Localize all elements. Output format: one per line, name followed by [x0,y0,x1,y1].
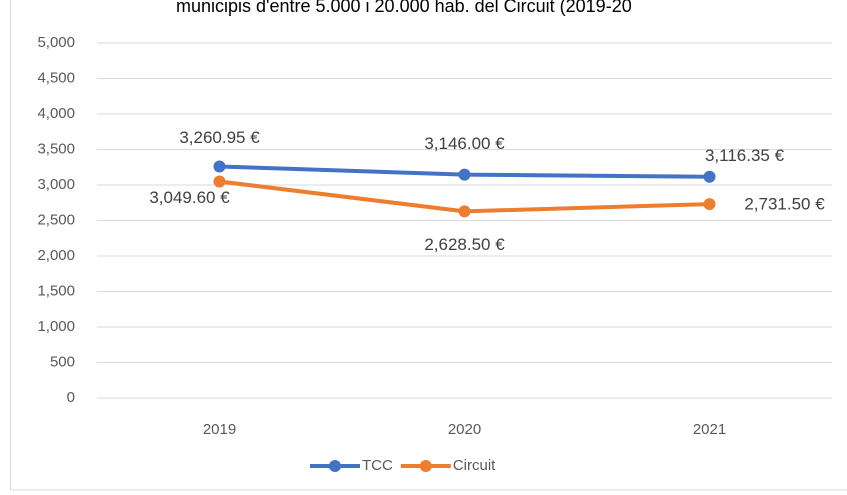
chart-title: municipis d'entre 5.000 i 20.000 hab. de… [176,0,632,16]
legend-marker [419,460,432,472]
data-label: 2,628.50 € [424,235,505,254]
y-tick-label: 500 [50,353,75,370]
y-tick-label: 3,500 [37,140,75,157]
legend-marker [329,460,341,472]
data-point [213,160,226,173]
x-tick-label: 2021 [693,421,726,438]
y-tick-label: 1,500 [37,282,75,299]
data-label: 3,116.35 € [705,146,785,165]
data-point [703,170,716,183]
data-label: 3,260.95 € [179,128,260,147]
data-point [703,198,716,211]
x-tick-label: 2020 [448,421,481,438]
legend-label: TCC [362,457,393,474]
data-label: 3,146.00 € [424,134,505,153]
y-tick-label: 0 [67,389,75,406]
data-point [458,205,471,218]
y-tick-label: 4,000 [37,105,75,122]
data-point [213,175,226,188]
x-tick-label: 2019 [203,421,236,438]
data-point [458,168,471,181]
y-tick-label: 5,000 [37,34,75,51]
y-tick-label: 2,500 [37,211,75,228]
data-label: 3,049.60 € [149,188,230,207]
y-tick-label: 4,500 [37,69,75,86]
legend-label: Circuit [453,457,496,474]
data-label: 2,731.50 € [744,195,825,214]
chart-border [10,0,847,491]
y-tick-label: 2,000 [37,247,75,264]
y-tick-label: 3,000 [37,176,75,193]
y-tick-label: 1,000 [37,318,75,335]
